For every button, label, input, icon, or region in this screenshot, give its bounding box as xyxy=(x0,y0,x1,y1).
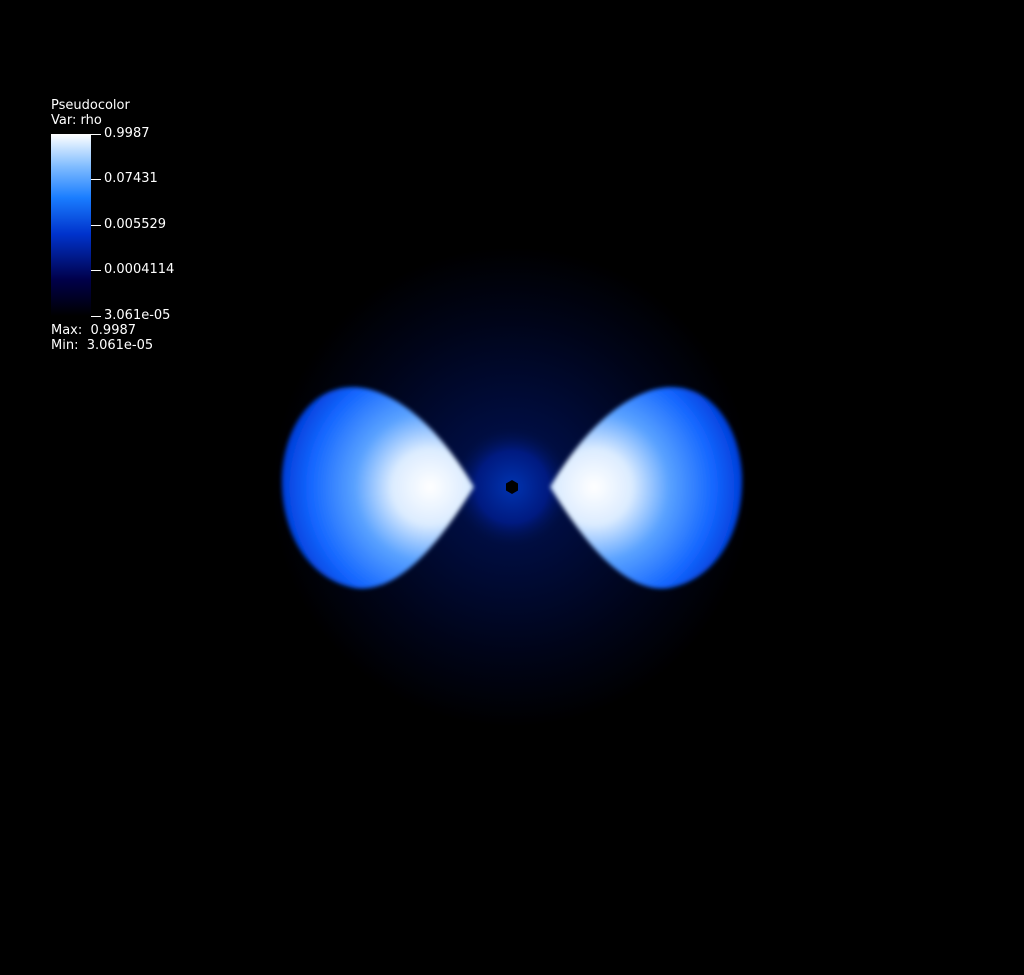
legend-min-label: Min: xyxy=(51,338,79,353)
legend-max-label: Max: xyxy=(51,323,83,338)
colorbar-tick-mark xyxy=(91,316,101,317)
colorbar-tick-label: 0.07431 xyxy=(104,171,158,186)
colorbar-tick-label: 0.9987 xyxy=(104,126,150,141)
colorbar-tick-mark xyxy=(91,179,101,180)
colorbar-tick-label: 0.0004114 xyxy=(104,262,175,277)
density-lobe-left xyxy=(281,387,474,589)
legend-max: Max: 0.9987 xyxy=(51,323,136,338)
colorbar-tick-label: 0.005529 xyxy=(104,217,167,232)
colorbar-tick-mark xyxy=(91,270,101,271)
colorbar-tick-mark xyxy=(91,225,101,226)
colorbar-tick-label: 3.061e-05 xyxy=(104,308,171,323)
central-object xyxy=(506,480,518,494)
density-lobe-right xyxy=(550,387,743,589)
colorbar-tick-mark xyxy=(91,134,101,135)
colorbar xyxy=(51,134,91,316)
legend-max-value: 0.9987 xyxy=(90,323,137,338)
legend-min-value: 3.061e-05 xyxy=(86,338,154,353)
legend-variable: Var: rho xyxy=(51,113,102,128)
legend-plot-type: Pseudocolor xyxy=(51,98,130,113)
legend-min: Min: 3.061e-05 xyxy=(51,338,153,353)
